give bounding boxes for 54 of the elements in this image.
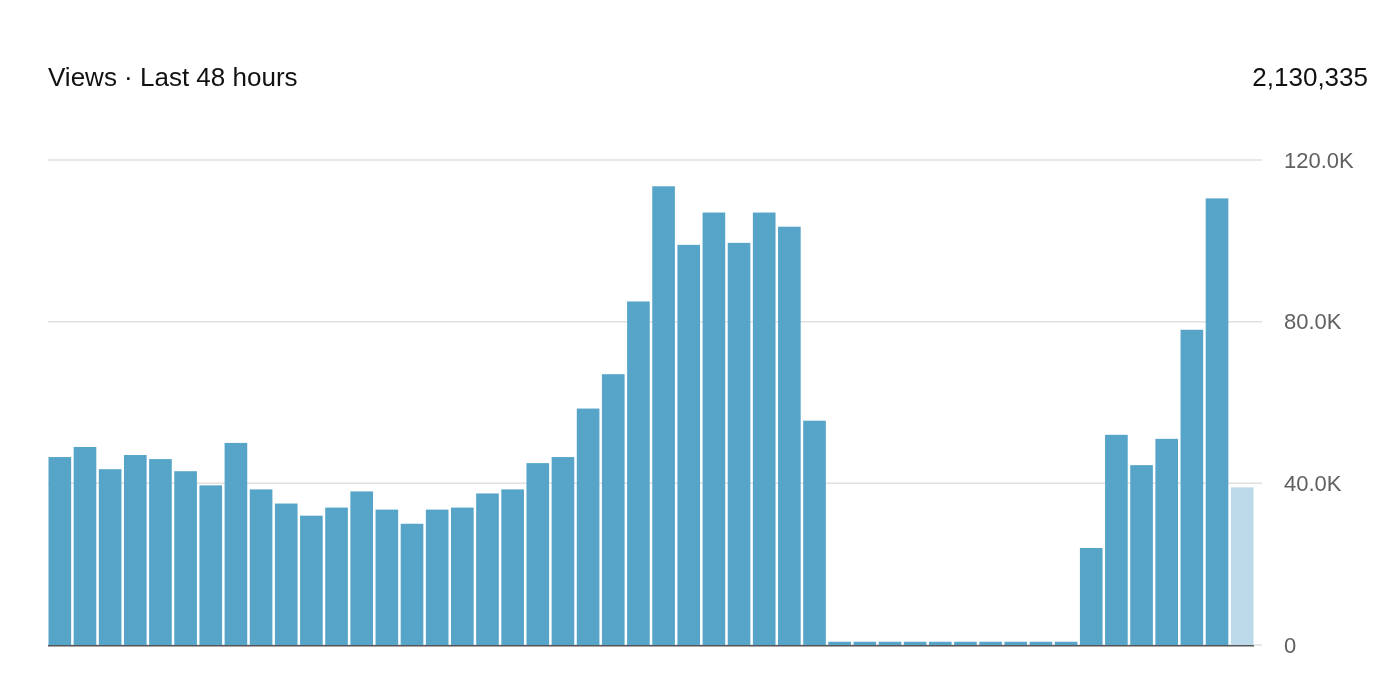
bar (274, 503, 298, 645)
bar (1155, 438, 1179, 645)
bar (174, 471, 197, 645)
y-tick-label: 80.0K (1284, 309, 1342, 335)
bar (451, 507, 474, 645)
bar (702, 212, 726, 645)
bar (400, 523, 424, 645)
bar (1054, 641, 1078, 645)
bar (627, 301, 650, 645)
bar (48, 457, 72, 645)
bar (853, 641, 877, 645)
y-tick-label: 120.0K (1284, 147, 1355, 173)
bar (979, 641, 1002, 645)
bar (325, 507, 348, 645)
bar (878, 641, 902, 645)
bar (928, 641, 952, 645)
bar (149, 459, 172, 645)
bar (249, 489, 273, 645)
bar (1079, 548, 1103, 645)
bar (903, 641, 927, 645)
bar (199, 485, 223, 645)
bar (425, 509, 449, 645)
bar (375, 509, 399, 645)
bar (501, 489, 524, 645)
bar (954, 641, 977, 645)
chart-subtitle: 2,130,335 (1252, 62, 1368, 92)
y-tick-label: 40.0K (1284, 471, 1342, 497)
bar (778, 226, 801, 645)
bar (803, 420, 826, 645)
bar (1230, 487, 1254, 645)
bar (350, 491, 374, 645)
bar (1205, 198, 1229, 645)
bar (1130, 465, 1153, 645)
bar (576, 408, 600, 645)
bar (1004, 641, 1028, 645)
bar (727, 242, 751, 645)
bar (828, 641, 851, 645)
bar (1105, 434, 1128, 645)
bar (123, 455, 147, 645)
bar (224, 442, 248, 645)
bar (476, 493, 499, 645)
bar (1180, 329, 1204, 645)
chart-title: Views · Last 48 hours (48, 62, 298, 92)
bar (601, 374, 625, 645)
bar (677, 244, 701, 645)
bar (526, 463, 550, 645)
bar (73, 446, 97, 645)
bar (551, 457, 575, 645)
y-tick-label: 0 (1284, 632, 1297, 658)
bar (1029, 641, 1053, 645)
bar (98, 469, 122, 645)
bar (300, 515, 323, 645)
bar (752, 212, 776, 645)
bar (652, 186, 675, 645)
